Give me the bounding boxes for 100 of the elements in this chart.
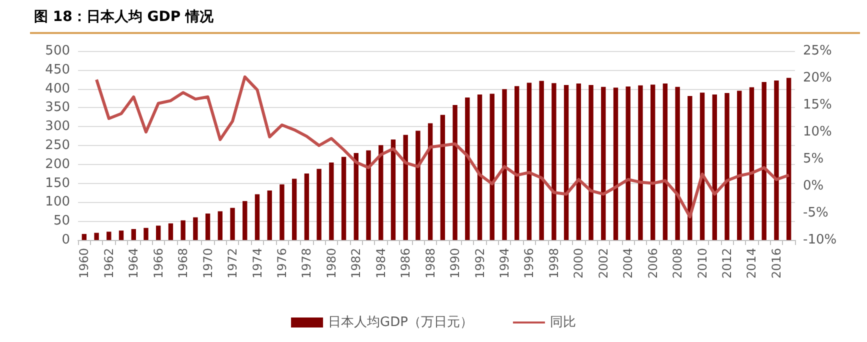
bar <box>304 173 310 240</box>
bar <box>366 150 371 240</box>
legend-label: 同比 <box>550 315 576 330</box>
x-tick-label: 1990 <box>448 248 462 279</box>
x-tick-label: 1976 <box>274 248 289 279</box>
bar <box>749 87 754 240</box>
y2-tick-label: -10% <box>803 232 837 248</box>
y2-tick-label: 15% <box>803 98 832 112</box>
x-tick-label: 1974 <box>250 248 264 279</box>
bar <box>230 208 235 240</box>
y-tick-label: 300 <box>45 119 70 134</box>
bar <box>712 94 717 240</box>
x-tick-label: 1996 <box>522 248 536 279</box>
bar <box>552 83 556 240</box>
x-tick-label: 2002 <box>596 248 610 279</box>
bar <box>205 214 210 240</box>
y-tick-label: 100 <box>45 194 70 210</box>
bar <box>82 234 87 240</box>
bar <box>786 78 792 240</box>
bar <box>218 211 223 240</box>
bar <box>465 97 470 240</box>
legend-label: 日本人均GDP（万日元） <box>328 315 473 330</box>
x-tick-label: 1962 <box>102 248 116 279</box>
bar <box>490 94 494 240</box>
bar <box>613 88 618 240</box>
bar <box>452 105 458 240</box>
line-series <box>95 75 790 218</box>
bar <box>267 190 272 240</box>
x-tick-label: 1972 <box>226 248 240 279</box>
x-tick-label: 1960 <box>77 248 92 279</box>
y-tick-label: 150 <box>45 176 70 191</box>
y-tick-label: 200 <box>45 156 70 172</box>
bar <box>316 168 322 240</box>
bar <box>390 139 396 240</box>
bar <box>539 80 544 240</box>
bar <box>156 226 161 240</box>
y2-tick-label: 25% <box>803 44 832 58</box>
bar <box>675 86 680 240</box>
x-tick-label: 1980 <box>324 248 338 279</box>
x-tick-label: 2004 <box>621 248 636 279</box>
bar <box>514 86 520 240</box>
bar <box>662 84 668 240</box>
bar <box>180 220 186 240</box>
x-tick-label: 2014 <box>744 248 759 279</box>
x-tick-label: 2008 <box>670 248 685 279</box>
bar <box>378 145 384 240</box>
x-tick-label: 1966 <box>151 248 166 279</box>
x-tick-label: 2000 <box>572 248 586 279</box>
bar <box>576 84 582 240</box>
bar <box>774 80 779 240</box>
bar <box>193 217 198 240</box>
bar <box>118 230 124 240</box>
bar <box>638 85 643 240</box>
bar <box>477 94 482 240</box>
bar <box>526 82 532 240</box>
x-tick-label: 2010 <box>695 248 710 279</box>
bar <box>329 162 334 240</box>
bar <box>168 223 174 240</box>
bar <box>242 201 248 240</box>
bar <box>737 90 742 240</box>
y-tick-label: 500 <box>45 44 70 58</box>
chart-title: 图 18：日本人均 GDP 情况 <box>34 8 214 26</box>
bar <box>440 114 446 240</box>
bar <box>502 89 507 240</box>
x-tick-label: 1986 <box>398 248 413 279</box>
x-tick-label: 1988 <box>423 248 438 279</box>
bar <box>650 84 656 240</box>
bar <box>688 96 692 240</box>
y2-tick-label: -5% <box>803 206 828 220</box>
bar <box>601 86 606 240</box>
bar <box>700 92 705 240</box>
bar <box>762 82 766 240</box>
y2-tick-label: 0% <box>803 178 824 194</box>
bar <box>428 123 433 240</box>
bar <box>144 228 148 240</box>
y2-tick-label: 5% <box>803 152 824 166</box>
bar <box>416 130 420 240</box>
bar <box>724 92 730 240</box>
y-tick-label: 450 <box>45 62 70 78</box>
x-tick-label: 1982 <box>349 248 364 279</box>
x-tick-label: 1994 <box>497 248 512 279</box>
bar <box>626 86 630 240</box>
y-tick-label: 50 <box>53 214 70 229</box>
x-tick-label: 1978 <box>300 248 314 279</box>
x-tick-label: 1998 <box>546 248 561 279</box>
bar <box>341 156 346 240</box>
bar <box>254 194 260 240</box>
x-tick-label: 2006 <box>646 248 660 279</box>
bar <box>292 178 297 240</box>
bar <box>354 153 358 240</box>
x-tick-label: 2016 <box>769 248 784 279</box>
y2-tick-label: 20% <box>803 70 832 86</box>
y-tick-label: 350 <box>45 100 70 116</box>
y2-tick-label: 10% <box>803 124 832 140</box>
x-tick-label: 1970 <box>200 248 215 279</box>
y-tick-label: 250 <box>45 138 70 153</box>
x-tick-label: 1968 <box>176 248 190 279</box>
bar <box>280 184 284 240</box>
bar <box>131 229 136 240</box>
bar <box>106 232 112 240</box>
